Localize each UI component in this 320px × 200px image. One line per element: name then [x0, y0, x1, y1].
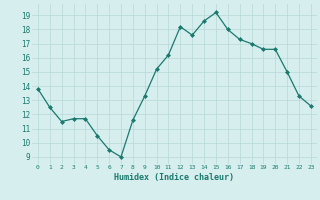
X-axis label: Humidex (Indice chaleur): Humidex (Indice chaleur) — [115, 173, 234, 182]
